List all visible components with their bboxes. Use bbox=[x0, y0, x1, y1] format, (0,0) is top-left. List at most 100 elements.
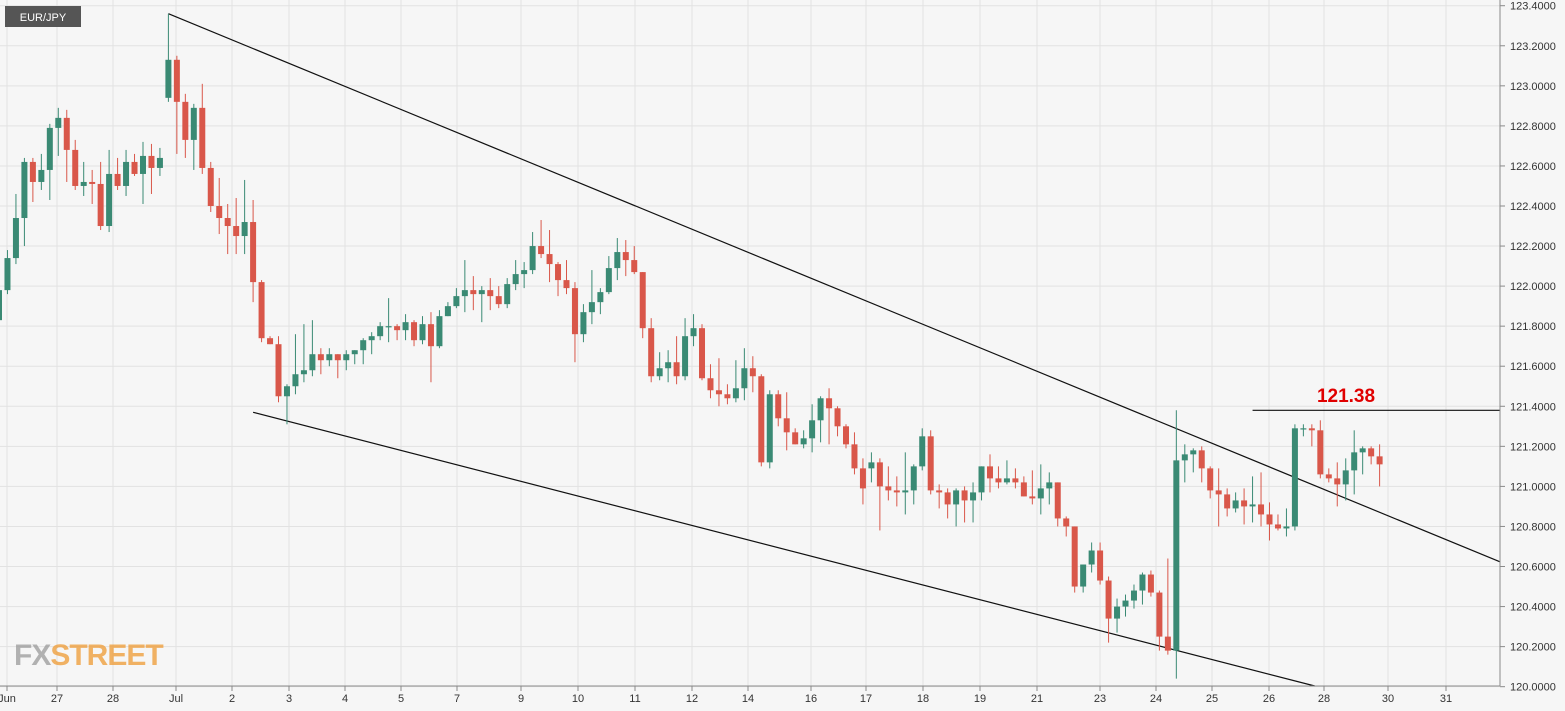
candle bbox=[961, 486, 968, 523]
candle-body bbox=[250, 222, 257, 283]
candle bbox=[300, 324, 307, 383]
candle-body bbox=[1164, 636, 1171, 651]
candle-body bbox=[665, 362, 672, 369]
candle bbox=[1241, 488, 1248, 525]
candle-body bbox=[12, 218, 19, 259]
candle bbox=[800, 430, 807, 449]
y-tick-label: 122.0000 bbox=[1510, 281, 1556, 293]
x-tick-label: 14 bbox=[742, 693, 754, 705]
candle-body bbox=[283, 386, 290, 397]
candle bbox=[597, 288, 604, 315]
symbol-badge[interactable]: EUR/JPY bbox=[5, 6, 81, 27]
candle bbox=[402, 314, 409, 341]
x-tick-label: 17 bbox=[860, 693, 872, 705]
y-tick-label: 123.2000 bbox=[1510, 41, 1556, 53]
candle bbox=[4, 250, 11, 295]
candle bbox=[351, 350, 358, 365]
x-tick-label: 9 bbox=[518, 693, 524, 705]
candle bbox=[343, 350, 350, 371]
candle bbox=[368, 332, 375, 355]
candle-body bbox=[38, 169, 45, 182]
candle-body bbox=[1325, 474, 1332, 479]
candle bbox=[139, 141, 146, 204]
candle bbox=[910, 464, 917, 505]
candle bbox=[1224, 488, 1231, 517]
candle bbox=[1063, 516, 1070, 537]
candle-body bbox=[580, 312, 587, 335]
candle bbox=[1266, 502, 1273, 541]
candle-body bbox=[436, 316, 443, 347]
candle bbox=[156, 147, 163, 176]
candle-body bbox=[936, 490, 943, 493]
candle bbox=[986, 454, 993, 493]
candle-body bbox=[343, 354, 350, 361]
candle-body bbox=[961, 490, 968, 501]
candle bbox=[783, 392, 790, 451]
candle-body bbox=[800, 438, 807, 445]
candle-body bbox=[470, 290, 477, 295]
candle bbox=[1097, 542, 1104, 585]
candle bbox=[1054, 482, 1061, 527]
trendlines bbox=[168, 13, 1501, 687]
candle-body bbox=[826, 398, 833, 409]
candle bbox=[817, 396, 824, 443]
candle bbox=[809, 404, 816, 453]
candle-body bbox=[1080, 564, 1087, 587]
y-tick-label: 120.2000 bbox=[1510, 642, 1556, 654]
candle-body bbox=[749, 368, 756, 377]
candle bbox=[419, 316, 426, 345]
candle bbox=[309, 320, 316, 377]
candle bbox=[631, 246, 638, 275]
candle-body bbox=[673, 362, 680, 377]
candle bbox=[97, 161, 104, 231]
candle-body bbox=[521, 270, 528, 275]
candle-body bbox=[114, 173, 121, 186]
candle bbox=[546, 230, 553, 283]
candle-body bbox=[919, 436, 926, 467]
x-tick-label: 3 bbox=[286, 693, 292, 705]
candle-body bbox=[1241, 500, 1248, 507]
candle bbox=[529, 232, 536, 275]
trendline-lower bbox=[252, 411, 1315, 687]
candle bbox=[12, 193, 19, 265]
candle bbox=[876, 458, 883, 531]
x-axis-labels: Jun 27 28 Jul 2 3 4 5 7 9 10 11 12 14 16 17 18 19 21 23 24 25… bbox=[0, 686, 1452, 705]
symbol-label: EUR/JPY bbox=[20, 12, 67, 24]
candle-body bbox=[148, 155, 155, 168]
candle bbox=[114, 157, 121, 190]
candle-body bbox=[715, 390, 722, 395]
candle-body bbox=[1190, 450, 1197, 455]
candle bbox=[46, 123, 53, 200]
candle bbox=[199, 83, 206, 174]
candle-body bbox=[1122, 600, 1129, 607]
candle-body bbox=[614, 252, 621, 269]
candle-body bbox=[648, 328, 655, 377]
y-tick-label: 121.4000 bbox=[1510, 401, 1556, 413]
y-tick-label: 120.4000 bbox=[1510, 602, 1556, 614]
candle bbox=[411, 320, 418, 347]
candle-body bbox=[402, 322, 409, 331]
x-tick-label: 16 bbox=[805, 693, 817, 705]
candle bbox=[207, 161, 214, 213]
candle-body bbox=[309, 354, 316, 371]
candle-body bbox=[427, 324, 434, 347]
candle-body bbox=[4, 258, 11, 291]
candle-body bbox=[707, 378, 714, 391]
candle-body bbox=[89, 181, 96, 184]
candle-body bbox=[1054, 482, 1061, 519]
candle-body bbox=[1037, 488, 1044, 499]
candle-body bbox=[504, 284, 511, 305]
candle-body bbox=[106, 173, 113, 227]
candle bbox=[885, 466, 892, 501]
candle-body bbox=[1249, 504, 1256, 507]
candle-body bbox=[834, 408, 841, 427]
candle bbox=[165, 13, 172, 102]
candle bbox=[749, 356, 756, 393]
y-tick-label: 123.0000 bbox=[1510, 81, 1556, 93]
candle bbox=[1342, 458, 1349, 501]
candle-body bbox=[1232, 500, 1239, 509]
candle bbox=[868, 452, 875, 483]
candle bbox=[1215, 468, 1222, 527]
candle-body bbox=[953, 490, 960, 505]
